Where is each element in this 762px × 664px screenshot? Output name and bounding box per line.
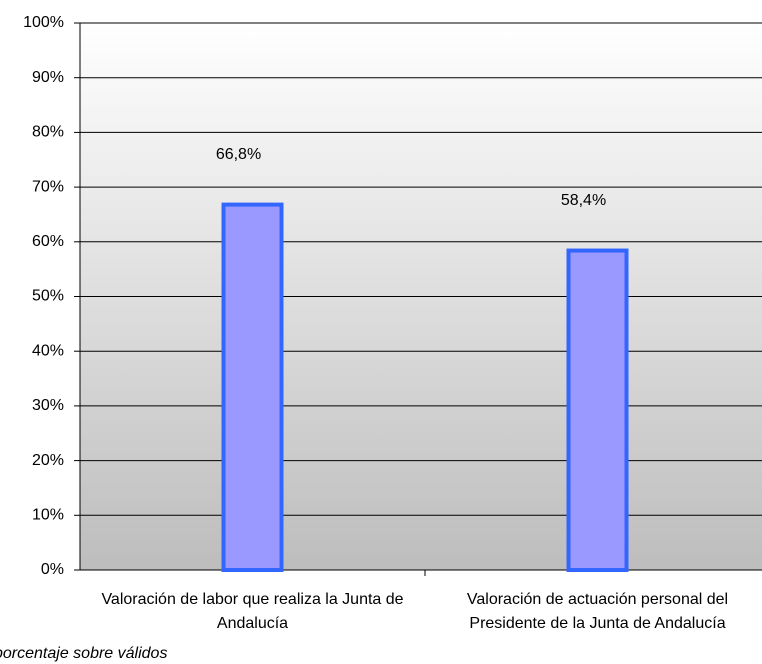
y-tick-label: 80% xyxy=(32,124,64,141)
y-tick-label: 30% xyxy=(32,397,64,414)
y-tick-label: 70% xyxy=(32,178,64,195)
x-tick-label: Valoración de labor que realiza la Junta… xyxy=(101,591,404,632)
y-tick-label: 10% xyxy=(32,507,64,524)
data-label: 66,8% xyxy=(216,146,261,163)
x-tick-label: Valoración de actuación personal del Pre… xyxy=(466,591,729,632)
bar xyxy=(566,248,629,572)
note: porcentaje sobre válidos xyxy=(0,645,168,662)
y-tick-label: 60% xyxy=(32,233,64,250)
data-label: 58,4% xyxy=(561,192,606,209)
y-tick-label: 90% xyxy=(32,69,64,86)
bar xyxy=(221,202,284,572)
y-tick-label: 0% xyxy=(41,561,64,578)
y-tick-label: 100% xyxy=(23,14,64,31)
y-tick-label: 40% xyxy=(32,342,64,359)
y-tick-label: 20% xyxy=(32,452,64,469)
y-tick-label: 50% xyxy=(32,288,64,305)
